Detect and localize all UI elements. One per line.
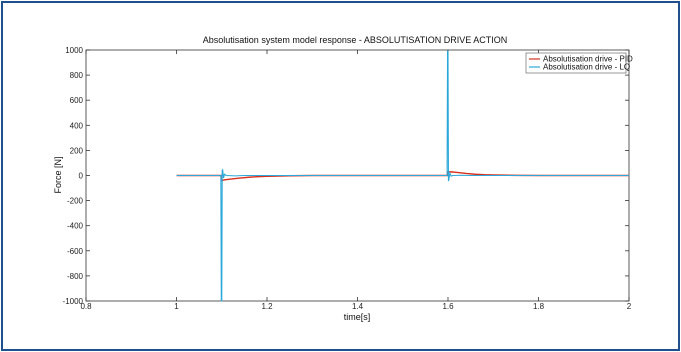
x-tick-label: 2 — [627, 302, 632, 311]
x-axis-label: time[s] — [344, 312, 371, 322]
y-tick-label: -400 — [67, 222, 84, 231]
y-axis-label: Force [N] — [53, 156, 63, 193]
y-tick-label: -600 — [67, 247, 84, 256]
y-tick-label: 800 — [70, 71, 84, 80]
x-tick-label: 1.6 — [442, 302, 454, 311]
x-tick-label: 1 — [174, 302, 179, 311]
axis-ticks: 0.8 1 1.2 1.4 1.6 1.8 2 1000 800 600 400 200 0 -200 -4… — [63, 46, 632, 311]
y-tick-label: -1000 — [63, 297, 84, 306]
x-tick-label: 1.8 — [533, 302, 545, 311]
lq-series-line — [176, 50, 629, 302]
legend-entry: Absolutisation drive - LQ — [543, 63, 630, 72]
legend: Absolutisation drive - PIDAbsolutisation… — [525, 52, 633, 74]
y-tick-label: 600 — [70, 96, 84, 105]
x-tick-label: 0.8 — [80, 302, 92, 311]
y-tick-label: 200 — [70, 146, 84, 155]
x-tick-label: 1.4 — [352, 302, 364, 311]
chart-title: Absolutisation system model response - A… — [203, 35, 507, 45]
y-tick-label: 1000 — [65, 46, 83, 55]
series-layer — [176, 50, 629, 302]
y-tick-label: 400 — [70, 121, 84, 130]
y-tick-label: -800 — [67, 272, 84, 281]
y-tick-label: 0 — [79, 172, 84, 181]
legend-box — [525, 52, 627, 74]
x-tick-label: 1.2 — [261, 302, 273, 311]
y-tick-label: -200 — [67, 197, 84, 206]
legend-entry: Absolutisation drive - PID — [543, 55, 633, 64]
